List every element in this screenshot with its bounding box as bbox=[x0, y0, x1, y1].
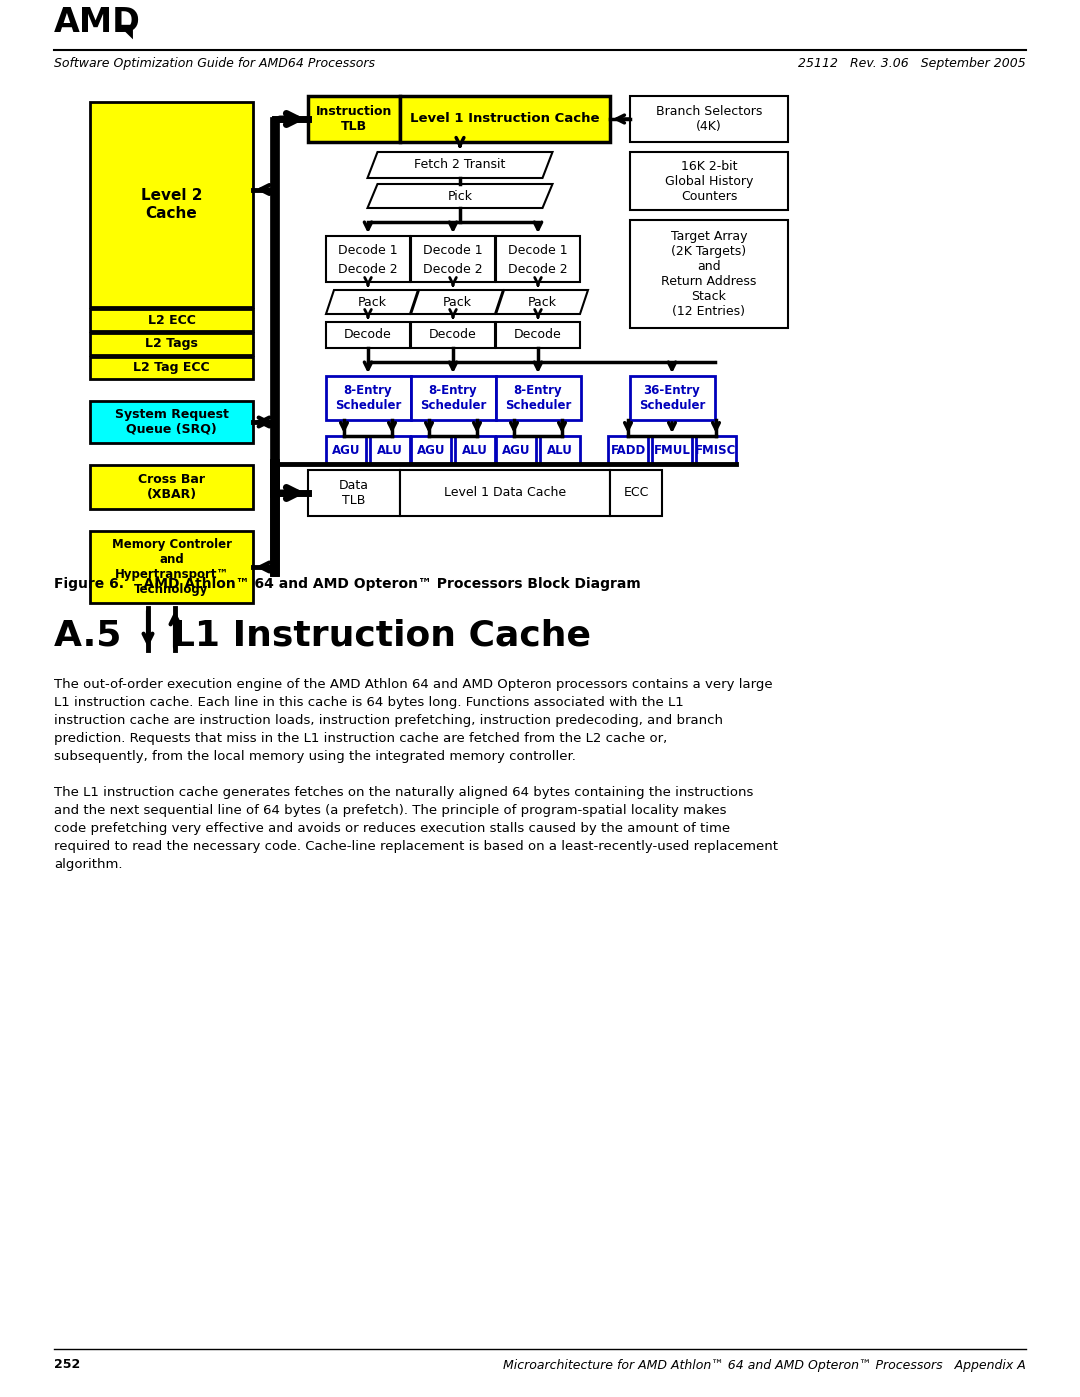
Text: instruction cache are instruction loads, instruction prefetching, instruction pr: instruction cache are instruction loads,… bbox=[54, 714, 723, 726]
Text: Decode: Decode bbox=[429, 328, 477, 341]
Text: prediction. Requests that miss in the L1 instruction cache are fetched from the : prediction. Requests that miss in the L1… bbox=[54, 732, 667, 745]
Text: Branch Selectors
(4K): Branch Selectors (4K) bbox=[656, 105, 762, 133]
Text: 8-Entry
Scheduler: 8-Entry Scheduler bbox=[504, 384, 571, 412]
Text: Pack: Pack bbox=[443, 296, 472, 309]
Text: Pack: Pack bbox=[527, 296, 556, 309]
Bar bbox=[90, 309, 253, 331]
Text: Cross Bar
(XBAR): Cross Bar (XBAR) bbox=[138, 474, 205, 502]
Text: FMUL: FMUL bbox=[653, 443, 690, 457]
Text: AGU: AGU bbox=[502, 443, 530, 457]
Text: System Request
Queue (SRQ): System Request Queue (SRQ) bbox=[114, 408, 229, 436]
Text: L2 Tag ECC: L2 Tag ECC bbox=[133, 362, 210, 374]
Text: Microarchitecture for AMD Athlon™ 64 and AMD Opteron™ Processors   Appendix A: Microarchitecture for AMD Athlon™ 64 and… bbox=[503, 1358, 1026, 1372]
Bar bbox=[400, 96, 610, 142]
Text: algorithm.: algorithm. bbox=[54, 858, 122, 870]
Text: and the next sequential line of 64 bytes (a prefetch). The principle of program-: and the next sequential line of 64 bytes… bbox=[54, 805, 727, 817]
Bar bbox=[630, 96, 788, 142]
Text: Decode 2: Decode 2 bbox=[509, 263, 568, 275]
Bar bbox=[326, 321, 410, 348]
Text: Pack: Pack bbox=[357, 296, 387, 309]
Text: Instruction
TLB: Instruction TLB bbox=[315, 105, 392, 133]
Polygon shape bbox=[326, 291, 418, 314]
Bar bbox=[90, 531, 253, 604]
Bar bbox=[411, 236, 495, 282]
Bar bbox=[326, 436, 366, 464]
Bar bbox=[696, 436, 735, 464]
Text: ECC: ECC bbox=[623, 486, 649, 500]
Text: code prefetching very effective and avoids or reduces execution stalls caused by: code prefetching very effective and avoi… bbox=[54, 821, 730, 835]
Polygon shape bbox=[411, 291, 503, 314]
Bar bbox=[325, 376, 410, 420]
Bar bbox=[610, 469, 662, 515]
Text: Figure 6.    AMD Athlon™ 64 and AMD Opteron™ Processors Block Diagram: Figure 6. AMD Athlon™ 64 and AMD Opteron… bbox=[54, 577, 640, 591]
Text: A.5    L1 Instruction Cache: A.5 L1 Instruction Cache bbox=[54, 619, 591, 652]
Text: 16K 2-bit
Global History
Counters: 16K 2-bit Global History Counters bbox=[665, 159, 753, 203]
Bar bbox=[496, 436, 536, 464]
Bar bbox=[411, 436, 451, 464]
Text: AGU: AGU bbox=[332, 443, 361, 457]
Text: Level 1 Instruction Cache: Level 1 Instruction Cache bbox=[410, 113, 599, 126]
Text: ◥: ◥ bbox=[118, 22, 133, 41]
Text: Decode 1: Decode 1 bbox=[423, 244, 483, 257]
Bar bbox=[608, 436, 648, 464]
Text: required to read the necessary code. Cache-line replacement is based on a least-: required to read the necessary code. Cac… bbox=[54, 840, 778, 854]
Bar bbox=[652, 436, 692, 464]
Text: Memory Controler
and
Hypertransport™
Technology: Memory Controler and Hypertransport™ Tec… bbox=[111, 538, 231, 597]
Bar bbox=[326, 236, 410, 282]
Bar bbox=[90, 401, 253, 443]
Text: Decode 2: Decode 2 bbox=[423, 263, 483, 275]
Polygon shape bbox=[367, 152, 553, 177]
Text: Level 1 Data Cache: Level 1 Data Cache bbox=[444, 486, 566, 500]
Text: ALU: ALU bbox=[377, 443, 403, 457]
Text: Software Optimization Guide for AMD64 Processors: Software Optimization Guide for AMD64 Pr… bbox=[54, 56, 375, 70]
Bar bbox=[90, 102, 253, 307]
Bar bbox=[370, 436, 410, 464]
Text: Decode: Decode bbox=[514, 328, 562, 341]
Text: ALU: ALU bbox=[548, 443, 572, 457]
Bar bbox=[630, 152, 788, 210]
Bar bbox=[90, 465, 253, 509]
Bar bbox=[496, 236, 580, 282]
Bar bbox=[90, 332, 253, 355]
Bar bbox=[400, 469, 610, 515]
Text: Fetch 2 Transit: Fetch 2 Transit bbox=[415, 158, 505, 172]
Text: Level 2
Cache: Level 2 Cache bbox=[140, 189, 202, 221]
Text: 8-Entry
Scheduler: 8-Entry Scheduler bbox=[335, 384, 401, 412]
Text: The out-of-order execution engine of the AMD Athlon 64 and AMD Opteron processor: The out-of-order execution engine of the… bbox=[54, 678, 772, 692]
Bar bbox=[411, 321, 495, 348]
Bar bbox=[308, 96, 400, 142]
Bar bbox=[630, 219, 788, 328]
Bar bbox=[308, 469, 400, 515]
Bar bbox=[630, 376, 715, 420]
Text: Decode 1: Decode 1 bbox=[509, 244, 568, 257]
Text: AGU: AGU bbox=[417, 443, 445, 457]
Text: AMD: AMD bbox=[54, 6, 140, 39]
Bar bbox=[90, 358, 253, 379]
Text: L1 instruction cache. Each line in this cache is 64 bytes long. Functions associ: L1 instruction cache. Each line in this … bbox=[54, 696, 684, 710]
Bar bbox=[410, 376, 496, 420]
Text: Decode 2: Decode 2 bbox=[338, 263, 397, 275]
Text: FADD: FADD bbox=[610, 443, 646, 457]
Text: Data
TLB: Data TLB bbox=[339, 479, 369, 507]
Text: L2 ECC: L2 ECC bbox=[148, 313, 195, 327]
Text: ALU: ALU bbox=[462, 443, 488, 457]
Bar bbox=[496, 321, 580, 348]
Bar bbox=[455, 436, 495, 464]
Text: 25112   Rev. 3.06   September 2005: 25112 Rev. 3.06 September 2005 bbox=[798, 56, 1026, 70]
Polygon shape bbox=[496, 291, 588, 314]
Bar bbox=[496, 376, 581, 420]
Text: L2 Tags: L2 Tags bbox=[145, 338, 198, 351]
Text: Decode 1: Decode 1 bbox=[338, 244, 397, 257]
Text: Decode: Decode bbox=[345, 328, 392, 341]
Bar bbox=[540, 436, 580, 464]
Text: 252: 252 bbox=[54, 1358, 80, 1372]
Text: The L1 instruction cache generates fetches on the naturally aligned 64 bytes con: The L1 instruction cache generates fetch… bbox=[54, 787, 754, 799]
Text: Target Array
(2K Targets)
and
Return Address
Stack
(12 Entries): Target Array (2K Targets) and Return Add… bbox=[661, 231, 757, 319]
Polygon shape bbox=[367, 184, 553, 208]
Text: Pick: Pick bbox=[447, 190, 473, 203]
Text: subsequently, from the local memory using the integrated memory controller.: subsequently, from the local memory usin… bbox=[54, 750, 576, 763]
Text: 8-Entry
Scheduler: 8-Entry Scheduler bbox=[420, 384, 486, 412]
Text: FMISC: FMISC bbox=[696, 443, 737, 457]
Text: 36-Entry
Scheduler: 36-Entry Scheduler bbox=[638, 384, 705, 412]
